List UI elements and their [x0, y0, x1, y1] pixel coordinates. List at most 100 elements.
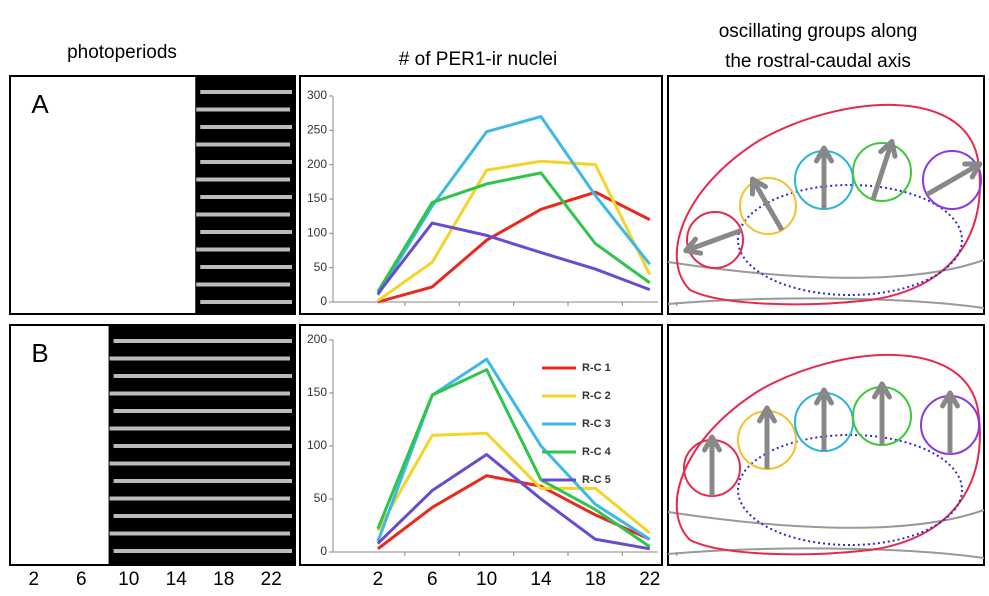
- dark-stripe: [196, 177, 290, 182]
- dark-stripe: [113, 339, 292, 343]
- y-tick-label: 0: [320, 544, 327, 558]
- core-outline: [737, 434, 963, 546]
- dark-stripe: [200, 160, 292, 164]
- series-line: [376, 159, 652, 302]
- chart-frame: [299, 324, 663, 566]
- series-line: [376, 115, 651, 296]
- x-tick-label: 2: [373, 569, 384, 590]
- x-tick-label: 14: [166, 569, 188, 590]
- scn-outline: [675, 354, 981, 556]
- y-tick-label: 250: [307, 123, 327, 137]
- y-tick-label: 200: [307, 332, 327, 346]
- cell-group: [852, 142, 912, 202]
- dark-stripe: [200, 265, 292, 269]
- y-tick-label: 0: [320, 294, 327, 308]
- series-line: [376, 368, 651, 548]
- phase-arrowhead: [814, 145, 827, 164]
- dark-stripe: [113, 549, 292, 553]
- dark-stripe: [200, 300, 292, 304]
- dark-stripe: [200, 195, 292, 199]
- x-tick-label: 2: [28, 569, 39, 590]
- dark-stripe: [113, 409, 292, 413]
- legend-label: R-C 3: [582, 418, 611, 430]
- dark-stripe: [113, 374, 292, 378]
- dark-stripe: [113, 444, 292, 448]
- scn-outline: [675, 104, 981, 306]
- tissue-boundary: [667, 297, 985, 309]
- diagram-frame: [667, 75, 985, 315]
- column-title: # of PER1-ir nuclei: [399, 49, 557, 70]
- dark-stripe: [109, 356, 290, 361]
- dark-stripe: [196, 142, 290, 147]
- phase-arrowhead: [683, 248, 704, 256]
- chart-frame: [299, 75, 663, 315]
- x-tick-label: 18: [213, 569, 234, 590]
- y-tick-label: 50: [314, 260, 328, 274]
- cell-group: [922, 150, 982, 210]
- dark-stripe: [196, 107, 290, 112]
- tissue-boundary: [667, 509, 985, 529]
- y-tick-label: 300: [307, 88, 327, 102]
- x-tick-label: 6: [427, 569, 438, 590]
- phase-arrowhead: [814, 387, 827, 406]
- series-line: [377, 190, 651, 304]
- dark-stripe: [109, 496, 290, 501]
- core-outline: [737, 184, 963, 296]
- phase-arrow: [870, 140, 895, 201]
- dark-stripe: [113, 514, 292, 518]
- legend-label: R-C 1: [582, 362, 611, 374]
- dark-stripe: [200, 125, 292, 129]
- diagrams: [667, 75, 985, 566]
- diagram: [667, 75, 985, 315]
- y-tick-label: 50: [314, 491, 328, 505]
- dark-stripe: [113, 479, 292, 483]
- legend-label: R-C 2: [582, 390, 611, 402]
- x-tick-label: 14: [530, 569, 552, 590]
- series-line: [376, 474, 651, 551]
- dark-stripe: [109, 391, 290, 396]
- dark-stripe: [109, 461, 290, 466]
- dark-stripe: [109, 531, 290, 536]
- diagram: [667, 324, 985, 566]
- phase-arrow: [685, 228, 743, 253]
- x-tick-label: 22: [261, 569, 282, 590]
- phase-arrowhead: [940, 390, 953, 409]
- phase-arrowhead: [757, 405, 770, 424]
- dark-stripe: [200, 90, 292, 94]
- x-tick-label: 10: [476, 569, 497, 590]
- phase-arrowhead: [702, 434, 715, 453]
- y-tick-label: 200: [307, 157, 327, 171]
- legend-label: R-C 4: [582, 446, 612, 458]
- y-tick-label: 150: [307, 385, 327, 399]
- x-tick-label: 18: [585, 569, 606, 590]
- column-title: the rostral-caudal axis: [725, 51, 911, 72]
- series-line: [376, 431, 651, 535]
- dark-stripe: [196, 282, 290, 287]
- y-tick-label: 150: [307, 191, 327, 205]
- y-tick-label: 100: [307, 226, 327, 240]
- y-tick-label: 100: [307, 438, 327, 452]
- x-tick-label: 6: [76, 569, 87, 590]
- legend-label: R-C 5: [582, 474, 611, 486]
- diagram-frame: [667, 324, 985, 566]
- phase-arrow: [925, 161, 981, 197]
- dark-stripe: [109, 426, 290, 431]
- dark-stripe: [200, 230, 292, 234]
- tissue-boundary: [667, 547, 985, 559]
- panel-label: B: [31, 338, 48, 368]
- series-line: [376, 452, 651, 551]
- x-tick-label: 22: [639, 569, 660, 590]
- column-title: photoperiods: [67, 42, 177, 63]
- column-title: oscillating groups along: [719, 21, 918, 42]
- phase-arrow: [750, 177, 785, 232]
- phase-arrowhead: [878, 139, 895, 155]
- dark-stripe: [196, 247, 290, 252]
- dark-stripe: [196, 212, 290, 217]
- series-line: [376, 171, 651, 293]
- cell-group: [739, 177, 797, 235]
- series-line: [376, 221, 651, 295]
- panel-label: A: [31, 89, 49, 119]
- x-tick-label: 10: [118, 569, 139, 590]
- phase-arrowhead: [872, 381, 885, 400]
